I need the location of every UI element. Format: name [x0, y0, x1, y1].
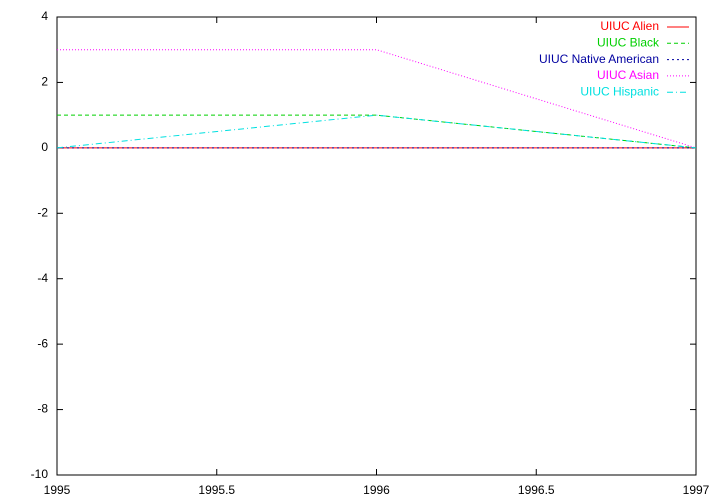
x-tick-label: 1995.5 — [198, 483, 235, 497]
y-tick-label: -2 — [37, 205, 48, 219]
legend-label: UIUC Black — [597, 35, 660, 49]
y-tick-label: 2 — [41, 75, 48, 89]
legend-label: UIUC Asian — [597, 68, 659, 82]
x-tick-label: 1996 — [363, 483, 390, 497]
y-tick-label: 0 — [41, 140, 48, 154]
series-line — [57, 114, 697, 149]
x-tick-label: 1995 — [44, 483, 71, 497]
legend-label: UIUC Native American — [539, 52, 659, 66]
y-tick-label: -4 — [37, 271, 48, 285]
y-tick-label: -8 — [37, 402, 48, 416]
x-tick-label: 1996.5 — [518, 483, 555, 497]
series-line — [56, 114, 697, 149]
y-tick-label: 4 — [41, 9, 48, 23]
legend-label: UIUC Hispanic — [580, 84, 659, 98]
y-tick-label: -10 — [31, 467, 49, 481]
legend-label: UIUC Alien — [600, 19, 659, 33]
x-tick-label: 1997 — [683, 483, 710, 497]
y-tick-label: -6 — [37, 336, 48, 350]
